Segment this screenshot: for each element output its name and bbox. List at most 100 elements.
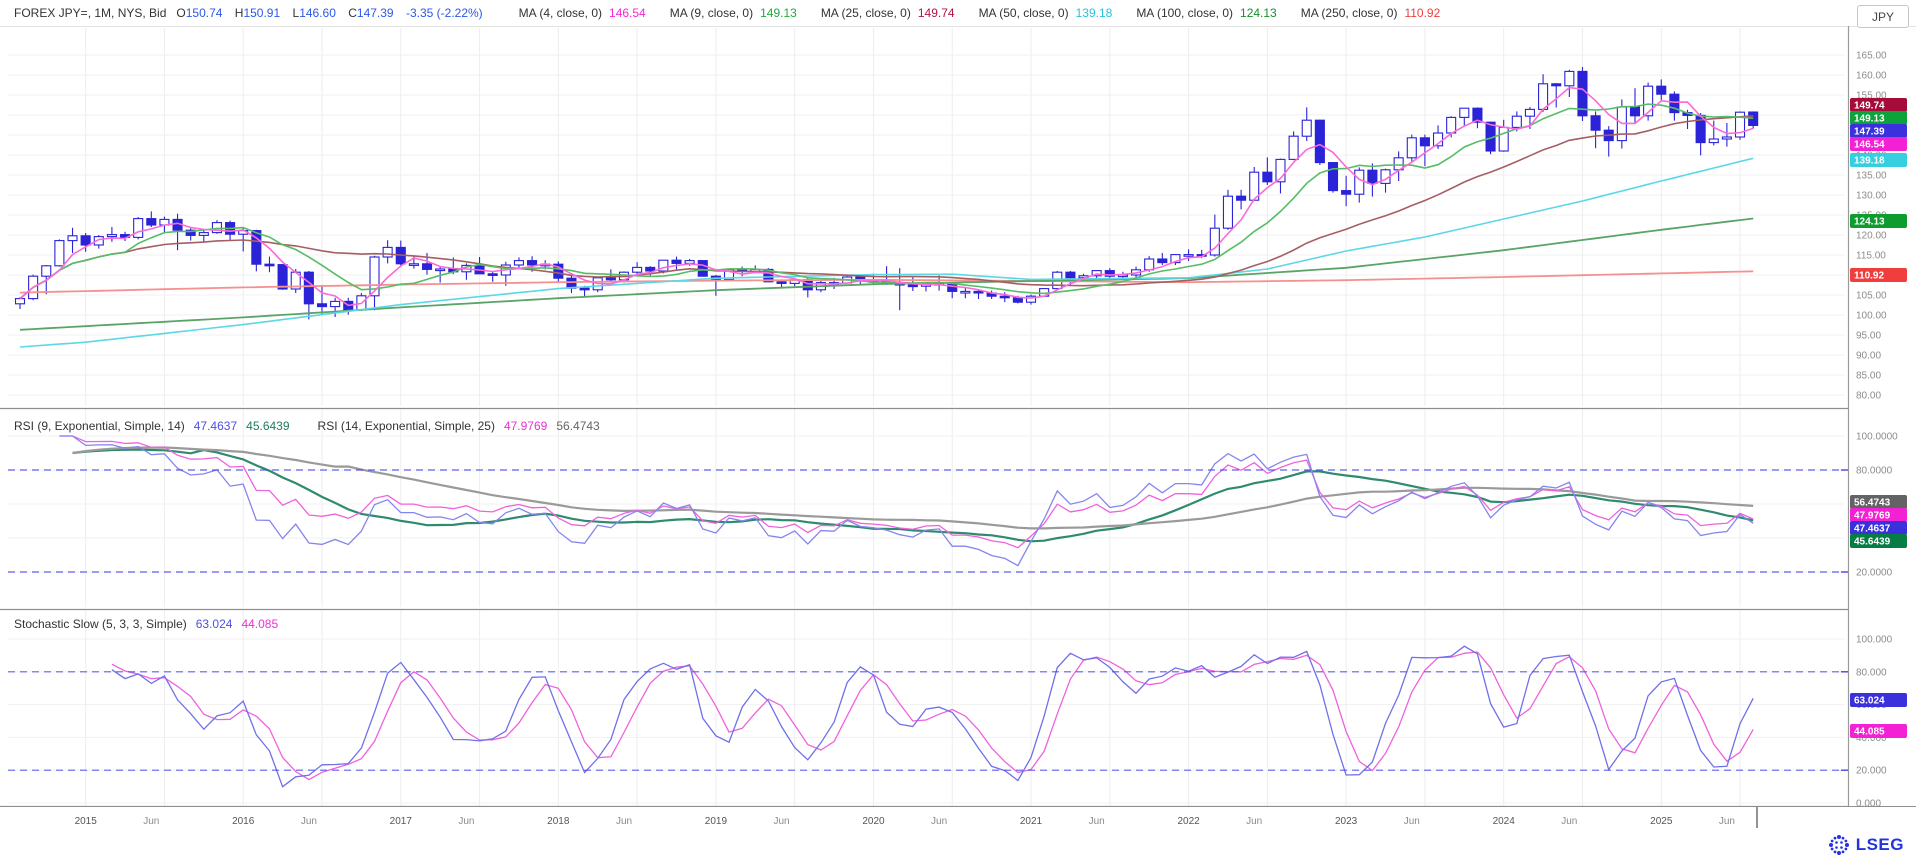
candle-down xyxy=(277,264,288,290)
x-axis-year-label: 2021 xyxy=(1020,816,1043,827)
ma-legend-item: MA (4, close, 0) 146.54 xyxy=(519,6,646,20)
stochastic-k-line xyxy=(111,645,1754,788)
price-badge-value: 110.92 xyxy=(1854,271,1884,282)
price-badge xyxy=(1850,137,1907,151)
candle-down xyxy=(146,218,157,226)
ma-legend-value: 110.92 xyxy=(1404,6,1441,20)
candle-down xyxy=(999,295,1010,299)
candle-down xyxy=(973,290,984,294)
threshold-levels xyxy=(8,469,1845,771)
ma-legend-label: MA (250, close, 0) xyxy=(1300,6,1398,20)
candle-up xyxy=(93,236,104,246)
main-chart-area[interactable] xyxy=(8,28,1845,406)
ma-legend-item: MA (250, close, 0) 110.92 xyxy=(1301,6,1441,20)
x-axis-year-label: 2019 xyxy=(705,816,728,827)
candle-up xyxy=(1025,295,1037,303)
price-badge xyxy=(1850,534,1907,548)
y-axis-tick: 0.000 xyxy=(1856,799,1881,810)
candle-down xyxy=(487,273,498,276)
high-label: H xyxy=(234,6,244,20)
price-badge xyxy=(1850,495,1907,509)
x-axis-month-label: Jun xyxy=(1404,816,1420,827)
candle-down xyxy=(1419,137,1430,147)
ma-line-ma9 xyxy=(19,103,1754,300)
y-axis-tick: 90.00 xyxy=(1856,351,1881,362)
candle-up xyxy=(1564,70,1575,87)
candle-down xyxy=(421,263,433,270)
ma-line-ma25 xyxy=(19,115,1754,300)
y-axis-tick: 95.00 xyxy=(1856,331,1881,342)
rsi-chart-area[interactable] xyxy=(8,409,1845,607)
currency-button[interactable]: JPY xyxy=(1857,5,1909,28)
ohlc-values: O150.74 H150.91 L146.60 C147.39 -3.35 (-… xyxy=(176,6,482,20)
candle-down xyxy=(1327,162,1339,192)
candle-down xyxy=(1472,107,1483,123)
candle-down xyxy=(1104,270,1115,277)
rsi1-title: RSI (9, Exponential, Simple, 14) xyxy=(14,419,185,433)
ma-legend-value: 139.18 xyxy=(1075,6,1113,20)
candle-up xyxy=(330,300,341,308)
candle-down xyxy=(1590,115,1601,131)
candle-up xyxy=(41,265,52,277)
ma-legend-value: 149.13 xyxy=(760,6,797,20)
candle-down xyxy=(1656,85,1667,95)
lseg-logo-icon xyxy=(1828,835,1849,855)
stochastic-d-line xyxy=(111,651,1754,781)
stochastic-header: Stochastic Slow (5, 3, 3, Simple) 63.024… xyxy=(14,617,287,631)
candle-up xyxy=(513,260,524,266)
price-badge-value: 45.6439 xyxy=(1854,537,1891,548)
x-axis-year-label: 2020 xyxy=(862,816,885,827)
candle-up xyxy=(1209,227,1220,256)
candle-down xyxy=(1551,83,1562,87)
ma-overlays xyxy=(19,86,1754,348)
price-badge xyxy=(1850,508,1907,522)
x-axis-month-label: Jun xyxy=(616,816,632,827)
ma-legend-label: MA (100, close, 0) xyxy=(1136,6,1234,20)
time-axis[interactable]: 2015 Jun 2016 Jun 2017 Jun 2018 Jun 2019 Jun 2020 J… xyxy=(0,807,1916,835)
instrument-label: FOREX JPY=, 1M, NYS, Bid xyxy=(14,6,167,20)
stoch-chart-area[interactable] xyxy=(8,610,1845,806)
ma-line-ma100 xyxy=(19,217,1754,331)
open-value: 150.74 xyxy=(185,6,223,20)
x-axis-year-label: 2016 xyxy=(232,816,255,827)
candle-up xyxy=(1183,254,1194,257)
candle-up xyxy=(1222,195,1234,229)
candle-down xyxy=(316,303,328,308)
x-axis-month-label: Jun xyxy=(1719,816,1735,827)
candle-down xyxy=(645,266,656,272)
x-axis-month-label: Jun xyxy=(1561,816,1577,827)
y-axis-tick: 115.00 xyxy=(1856,251,1886,262)
y-axis-tick: 165.00 xyxy=(1856,51,1887,62)
y-axis-tick: 100.000 xyxy=(1856,635,1893,646)
x-axis-month-label: Jun xyxy=(1089,816,1105,827)
price-badge-value: 56.4743 xyxy=(1854,498,1891,509)
x-axis-month-label: Jun xyxy=(301,816,317,827)
panel-separators xyxy=(0,26,1916,808)
y-axis-tick: 80.00 xyxy=(1856,391,1881,402)
price-badge-value: 147.39 xyxy=(1854,127,1885,138)
y-axis-tick: 80.000 xyxy=(1856,667,1887,678)
price-badge xyxy=(1850,693,1907,707)
open-label: O xyxy=(176,6,186,20)
candle-down xyxy=(1262,171,1273,183)
ma-legend-label: MA (4, close, 0) xyxy=(518,6,603,20)
rsi1-signal-value: 45.6439 xyxy=(246,419,290,433)
x-axis-month-label: Jun xyxy=(931,816,947,827)
candle-up xyxy=(1708,138,1719,144)
close-value: 147.39 xyxy=(356,6,394,20)
y-axis-tick: 85.00 xyxy=(1856,371,1881,382)
candle-down xyxy=(697,260,708,277)
candle-down xyxy=(80,235,91,246)
price-badge-value: 44.085 xyxy=(1854,727,1885,738)
candle-up xyxy=(1354,169,1365,195)
y-axis-tick: 100.00 xyxy=(1856,311,1887,322)
price-badge xyxy=(1850,214,1907,228)
candle-down xyxy=(185,229,196,236)
price-badge xyxy=(1850,98,1907,112)
axis-badges: 149.74 149.13 147.39 146.54 139.18 124.13 110.… xyxy=(1850,98,1907,738)
candle-up xyxy=(1288,135,1299,160)
price-badge xyxy=(1850,111,1907,125)
candle-down xyxy=(264,263,275,267)
